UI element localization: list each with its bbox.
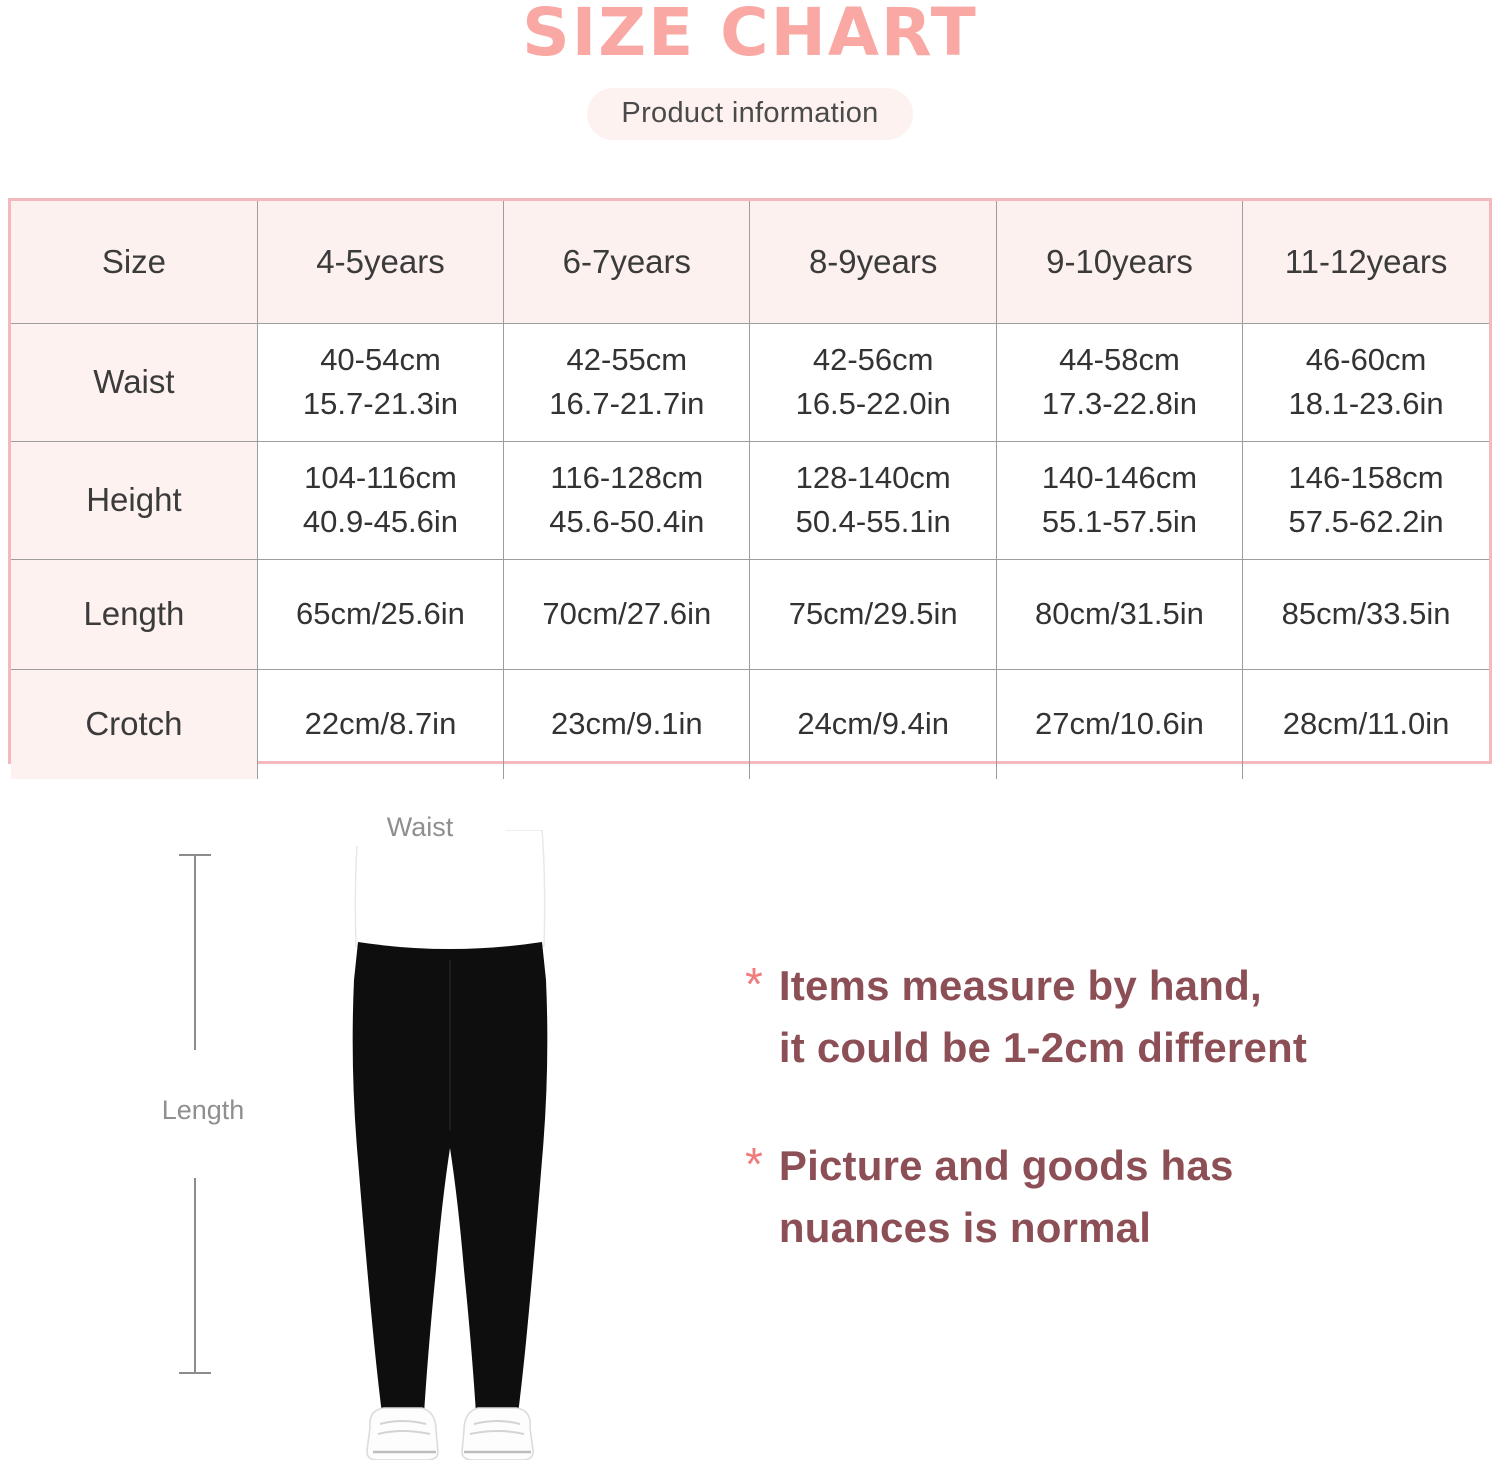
column-header-6-7years: 6-7years <box>503 201 751 324</box>
waist-dimension-label: Waist <box>334 808 506 846</box>
row-header-waist: Waist <box>11 322 258 442</box>
cell-crotch-9-10years: 27cm/10.6in <box>995 668 1244 779</box>
cell-value-in: 50.4-55.1in <box>795 504 951 539</box>
note-item-measure: * Items measure by hand, it could be 1-2… <box>745 955 1465 1079</box>
cell-waist-6-7years: 42-55cm 16.7-21.7in <box>503 322 751 442</box>
row-header-crotch: Crotch <box>11 668 258 779</box>
length-dimension-cap-bottom <box>179 1372 211 1374</box>
note-item-nuances: * Picture and goods has nuances is norma… <box>745 1135 1465 1259</box>
table-header: Size 4-5years 6-7years 8-9years 9-10year… <box>11 201 1489 324</box>
cell-height-4-5years: 104-116cm 40.9-45.6in <box>256 440 505 560</box>
notes-list: * Items measure by hand, it could be 1-2… <box>745 955 1465 1315</box>
cell-height-6-7years: 116-128cm 45.6-50.4in <box>503 440 751 560</box>
cell-value-cm: 116-128cm <box>550 460 704 495</box>
size-table-container: Size 4-5years 6-7years 8-9years 9-10year… <box>8 198 1492 779</box>
length-dimension-bar-lower <box>194 1178 196 1374</box>
cell-waist-8-9years: 42-56cm 16.5-22.0in <box>749 322 997 442</box>
note-text-nuances: Picture and goods has nuances is normal <box>779 1135 1234 1259</box>
table-row-waist: Waist 40-54cm 15.7-21.3in 42-55cm 16.7-2… <box>11 322 1489 442</box>
cell-waist-11-12years: 46-60cm 18.1-23.6in <box>1242 322 1489 442</box>
page-title: SIZE CHART <box>522 0 978 71</box>
cell-value-cm: 42-56cm <box>812 342 934 377</box>
column-header-11-12years: 11-12years <box>1242 201 1489 324</box>
length-dimension-bar-upper <box>194 854 196 1050</box>
cell-length-6-7years: 70cm/27.6in <box>503 558 751 670</box>
cell-waist-9-10years: 44-58cm 17.3-22.8in <box>995 322 1244 442</box>
cell-value-cm: 128-140cm <box>795 460 951 495</box>
cell-value-cm: 40-54cm <box>320 342 441 377</box>
cell-value-in: 55.1-57.5in <box>1041 504 1198 539</box>
cell-value-in: 40.9-45.6in <box>302 504 459 539</box>
product-figure: Waist Length <box>0 770 760 1460</box>
cell-height-9-10years: 140-146cm 55.1-57.5in <box>995 440 1244 560</box>
size-table: Size 4-5years 6-7years 8-9years 9-10year… <box>11 201 1489 779</box>
row-header-length: Length <box>11 558 258 670</box>
cell-height-11-12years: 146-158cm 57.5-62.2in <box>1242 440 1489 560</box>
cell-value-in: 57.5-62.2in <box>1288 504 1444 539</box>
table-body: Waist 40-54cm 15.7-21.3in 42-55cm 16.7-2… <box>11 322 1489 779</box>
cell-value-cm: 104-116cm <box>304 460 457 495</box>
cell-crotch-11-12years: 28cm/11.0in <box>1242 668 1489 779</box>
table-header-row: Size 4-5years 6-7years 8-9years 9-10year… <box>11 201 1489 324</box>
cell-value-in: 15.7-21.3in <box>302 386 459 421</box>
table-row-length: Length 65cm/25.6in 70cm/27.6in 75cm/29.5… <box>11 558 1489 670</box>
cell-length-9-10years: 80cm/31.5in <box>995 558 1244 670</box>
cell-value-in: 45.6-50.4in <box>549 504 705 539</box>
cell-value-in: 17.3-22.8in <box>1041 386 1198 421</box>
note-line: Picture and goods has <box>778 1142 1234 1189</box>
cell-value-in: 18.1-23.6in <box>1288 386 1444 421</box>
asterisk-icon: * <box>745 958 763 1010</box>
cell-length-11-12years: 85cm/33.5in <box>1242 558 1489 670</box>
length-dimension-label: Length <box>130 1090 276 1130</box>
cell-value-cm: 44-58cm <box>1059 342 1180 377</box>
note-line: nuances is normal <box>778 1204 1152 1251</box>
cell-length-8-9years: 75cm/29.5in <box>749 558 997 670</box>
column-header-4-5years: 4-5years <box>256 201 505 324</box>
note-line: Items measure by hand, <box>778 962 1262 1009</box>
column-header-8-9years: 8-9years <box>749 201 997 324</box>
cell-value-cm: 146-158cm <box>1288 460 1444 495</box>
table-row-crotch: Crotch 22cm/8.7in 23cm/9.1in 24cm/9.4in … <box>11 668 1489 779</box>
cell-value-cm: 140-146cm <box>1041 460 1198 495</box>
cell-value-cm: 42-55cm <box>566 342 688 377</box>
asterisk-icon: * <box>745 1138 763 1190</box>
subtitle-badge: Product information <box>587 88 913 140</box>
cell-crotch-6-7years: 23cm/9.1in <box>503 668 751 779</box>
cell-value-in: 16.7-21.7in <box>549 386 705 421</box>
cell-crotch-4-5years: 22cm/8.7in <box>256 668 505 779</box>
waist-dimension-annotation: Waist <box>334 808 506 848</box>
row-header-height: Height <box>11 440 258 560</box>
cell-value-in: 16.5-22.0in <box>795 386 951 421</box>
column-header-9-10years: 9-10years <box>995 201 1244 324</box>
cell-length-4-5years: 65cm/25.6in <box>256 558 505 670</box>
model-photo <box>352 830 548 1460</box>
cell-value-cm: 46-60cm <box>1305 342 1427 377</box>
table-row-height: Height 104-116cm 40.9-45.6in 116-128cm 4… <box>11 440 1489 560</box>
cell-waist-4-5years: 40-54cm 15.7-21.3in <box>256 322 505 442</box>
column-header-size: Size <box>11 201 258 324</box>
note-text-measure: Items measure by hand, it could be 1-2cm… <box>779 955 1307 1079</box>
length-dimension-annotation: Length <box>130 854 276 1374</box>
cell-crotch-8-9years: 24cm/9.4in <box>749 668 997 779</box>
note-line: it could be 1-2cm different <box>778 1024 1308 1071</box>
subtitle-container: Product information <box>0 88 1500 140</box>
cell-height-8-9years: 128-140cm 50.4-55.1in <box>749 440 997 560</box>
